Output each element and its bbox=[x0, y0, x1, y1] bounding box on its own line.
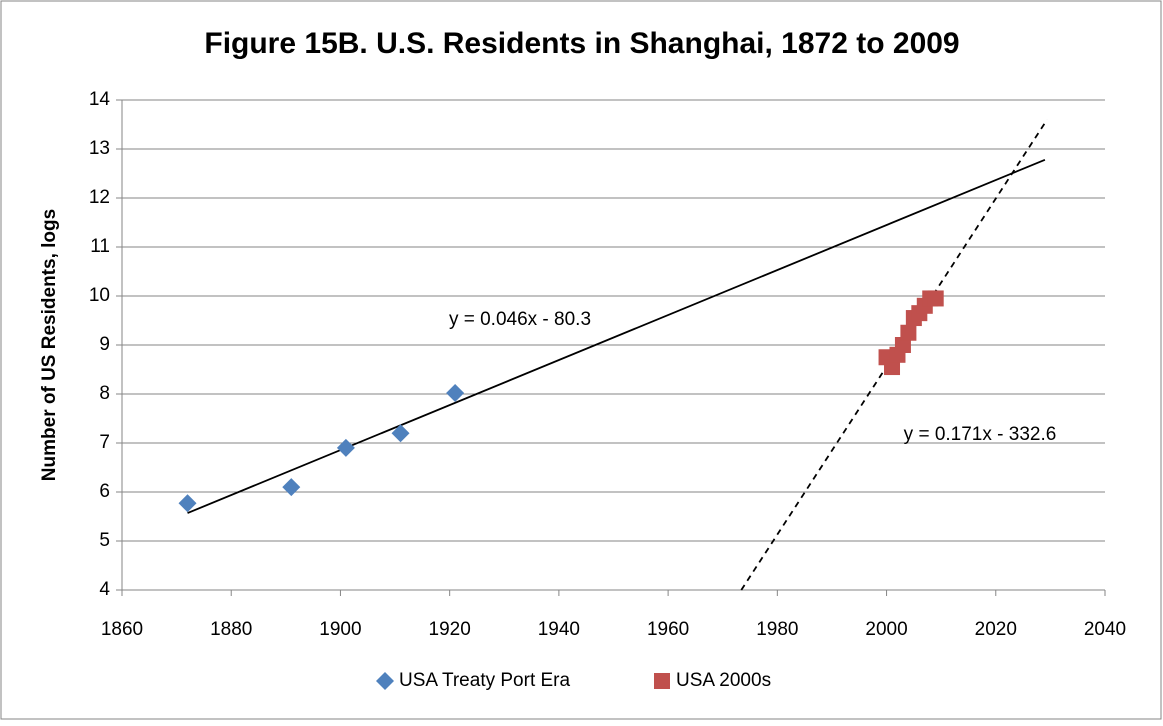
y-tick-label: 6 bbox=[99, 481, 110, 502]
legend-marker bbox=[654, 673, 670, 689]
y-tick-label: 9 bbox=[99, 334, 110, 355]
x-tick-label: 1980 bbox=[756, 619, 798, 640]
chart-title: Figure 15B. U.S. Residents in Shanghai, … bbox=[204, 27, 959, 60]
y-tick-label: 5 bbox=[99, 530, 110, 551]
x-tick-label: 1920 bbox=[429, 619, 471, 640]
x-tick-label: 1960 bbox=[647, 619, 689, 640]
y-tick-label: 8 bbox=[99, 383, 110, 404]
y-tick-label: 13 bbox=[89, 138, 110, 159]
y-axis-label: Number of US Residents, logs bbox=[39, 209, 60, 481]
marker bbox=[282, 478, 301, 497]
x-tick-label: 2000 bbox=[865, 619, 907, 640]
x-tick-label: 1940 bbox=[538, 619, 580, 640]
x-tick-label: 1900 bbox=[319, 619, 361, 640]
y-tick-label: 11 bbox=[90, 236, 110, 257]
marker bbox=[391, 424, 410, 443]
x-tick-label: 2040 bbox=[1084, 619, 1126, 640]
marker bbox=[336, 438, 355, 457]
y-tick-label: 14 bbox=[89, 89, 111, 110]
trendline-label: y = 0.046x - 80.3 bbox=[449, 309, 591, 330]
y-tick-label: 4 bbox=[99, 579, 110, 600]
marker bbox=[900, 324, 917, 341]
marker bbox=[446, 384, 465, 403]
marker bbox=[927, 290, 944, 307]
marker bbox=[178, 494, 197, 513]
marker bbox=[894, 337, 911, 353]
trendline bbox=[187, 158, 1046, 514]
legend-marker bbox=[376, 672, 394, 690]
y-tick-label: 7 bbox=[99, 432, 110, 453]
x-tick-label: 1860 bbox=[101, 619, 143, 640]
legend-label: USA Treaty Port Era bbox=[399, 670, 570, 691]
trendline-label: y = 0.171x - 332.6 bbox=[904, 424, 1057, 445]
x-tick-label: 1880 bbox=[210, 619, 252, 640]
legend-label: USA 2000s bbox=[676, 670, 771, 691]
marker bbox=[884, 359, 901, 376]
y-tick-label: 10 bbox=[89, 285, 110, 306]
y-tick-label: 12 bbox=[89, 187, 110, 208]
x-tick-label: 2020 bbox=[975, 619, 1017, 640]
